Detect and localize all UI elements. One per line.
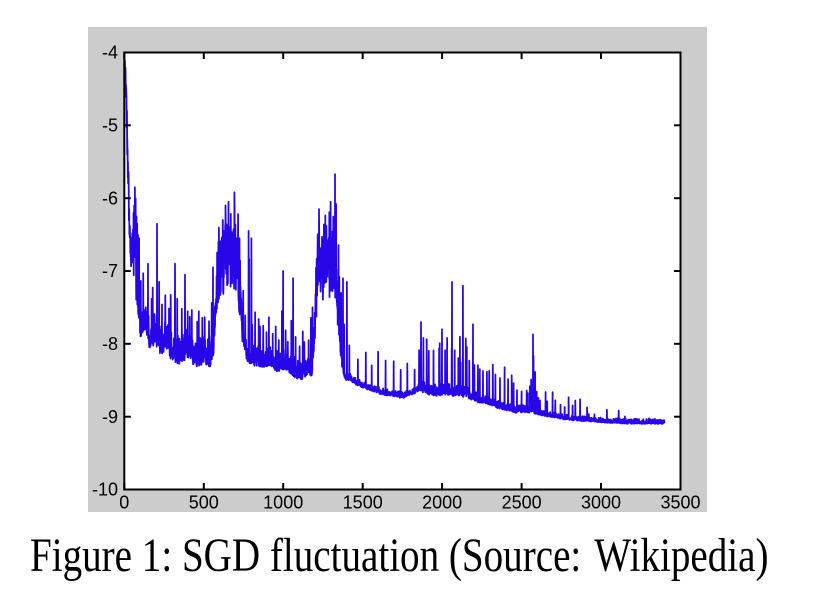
svg-text:3000: 3000 bbox=[581, 493, 621, 513]
svg-text:-10: -10 bbox=[92, 480, 118, 500]
svg-text:-5: -5 bbox=[102, 116, 118, 136]
svg-text:-7: -7 bbox=[102, 261, 118, 281]
svg-text:2500: 2500 bbox=[502, 493, 542, 513]
svg-text:0: 0 bbox=[119, 493, 129, 513]
svg-text:1500: 1500 bbox=[343, 493, 383, 513]
svg-text:-6: -6 bbox=[102, 188, 118, 208]
svg-text:500: 500 bbox=[189, 493, 219, 513]
svg-text:3500: 3500 bbox=[660, 493, 700, 513]
svg-text:-4: -4 bbox=[102, 43, 118, 63]
svg-text:2000: 2000 bbox=[422, 493, 462, 513]
svg-text:1000: 1000 bbox=[263, 493, 303, 513]
svg-text:-9: -9 bbox=[102, 407, 118, 427]
svg-text:-8: -8 bbox=[102, 334, 118, 354]
